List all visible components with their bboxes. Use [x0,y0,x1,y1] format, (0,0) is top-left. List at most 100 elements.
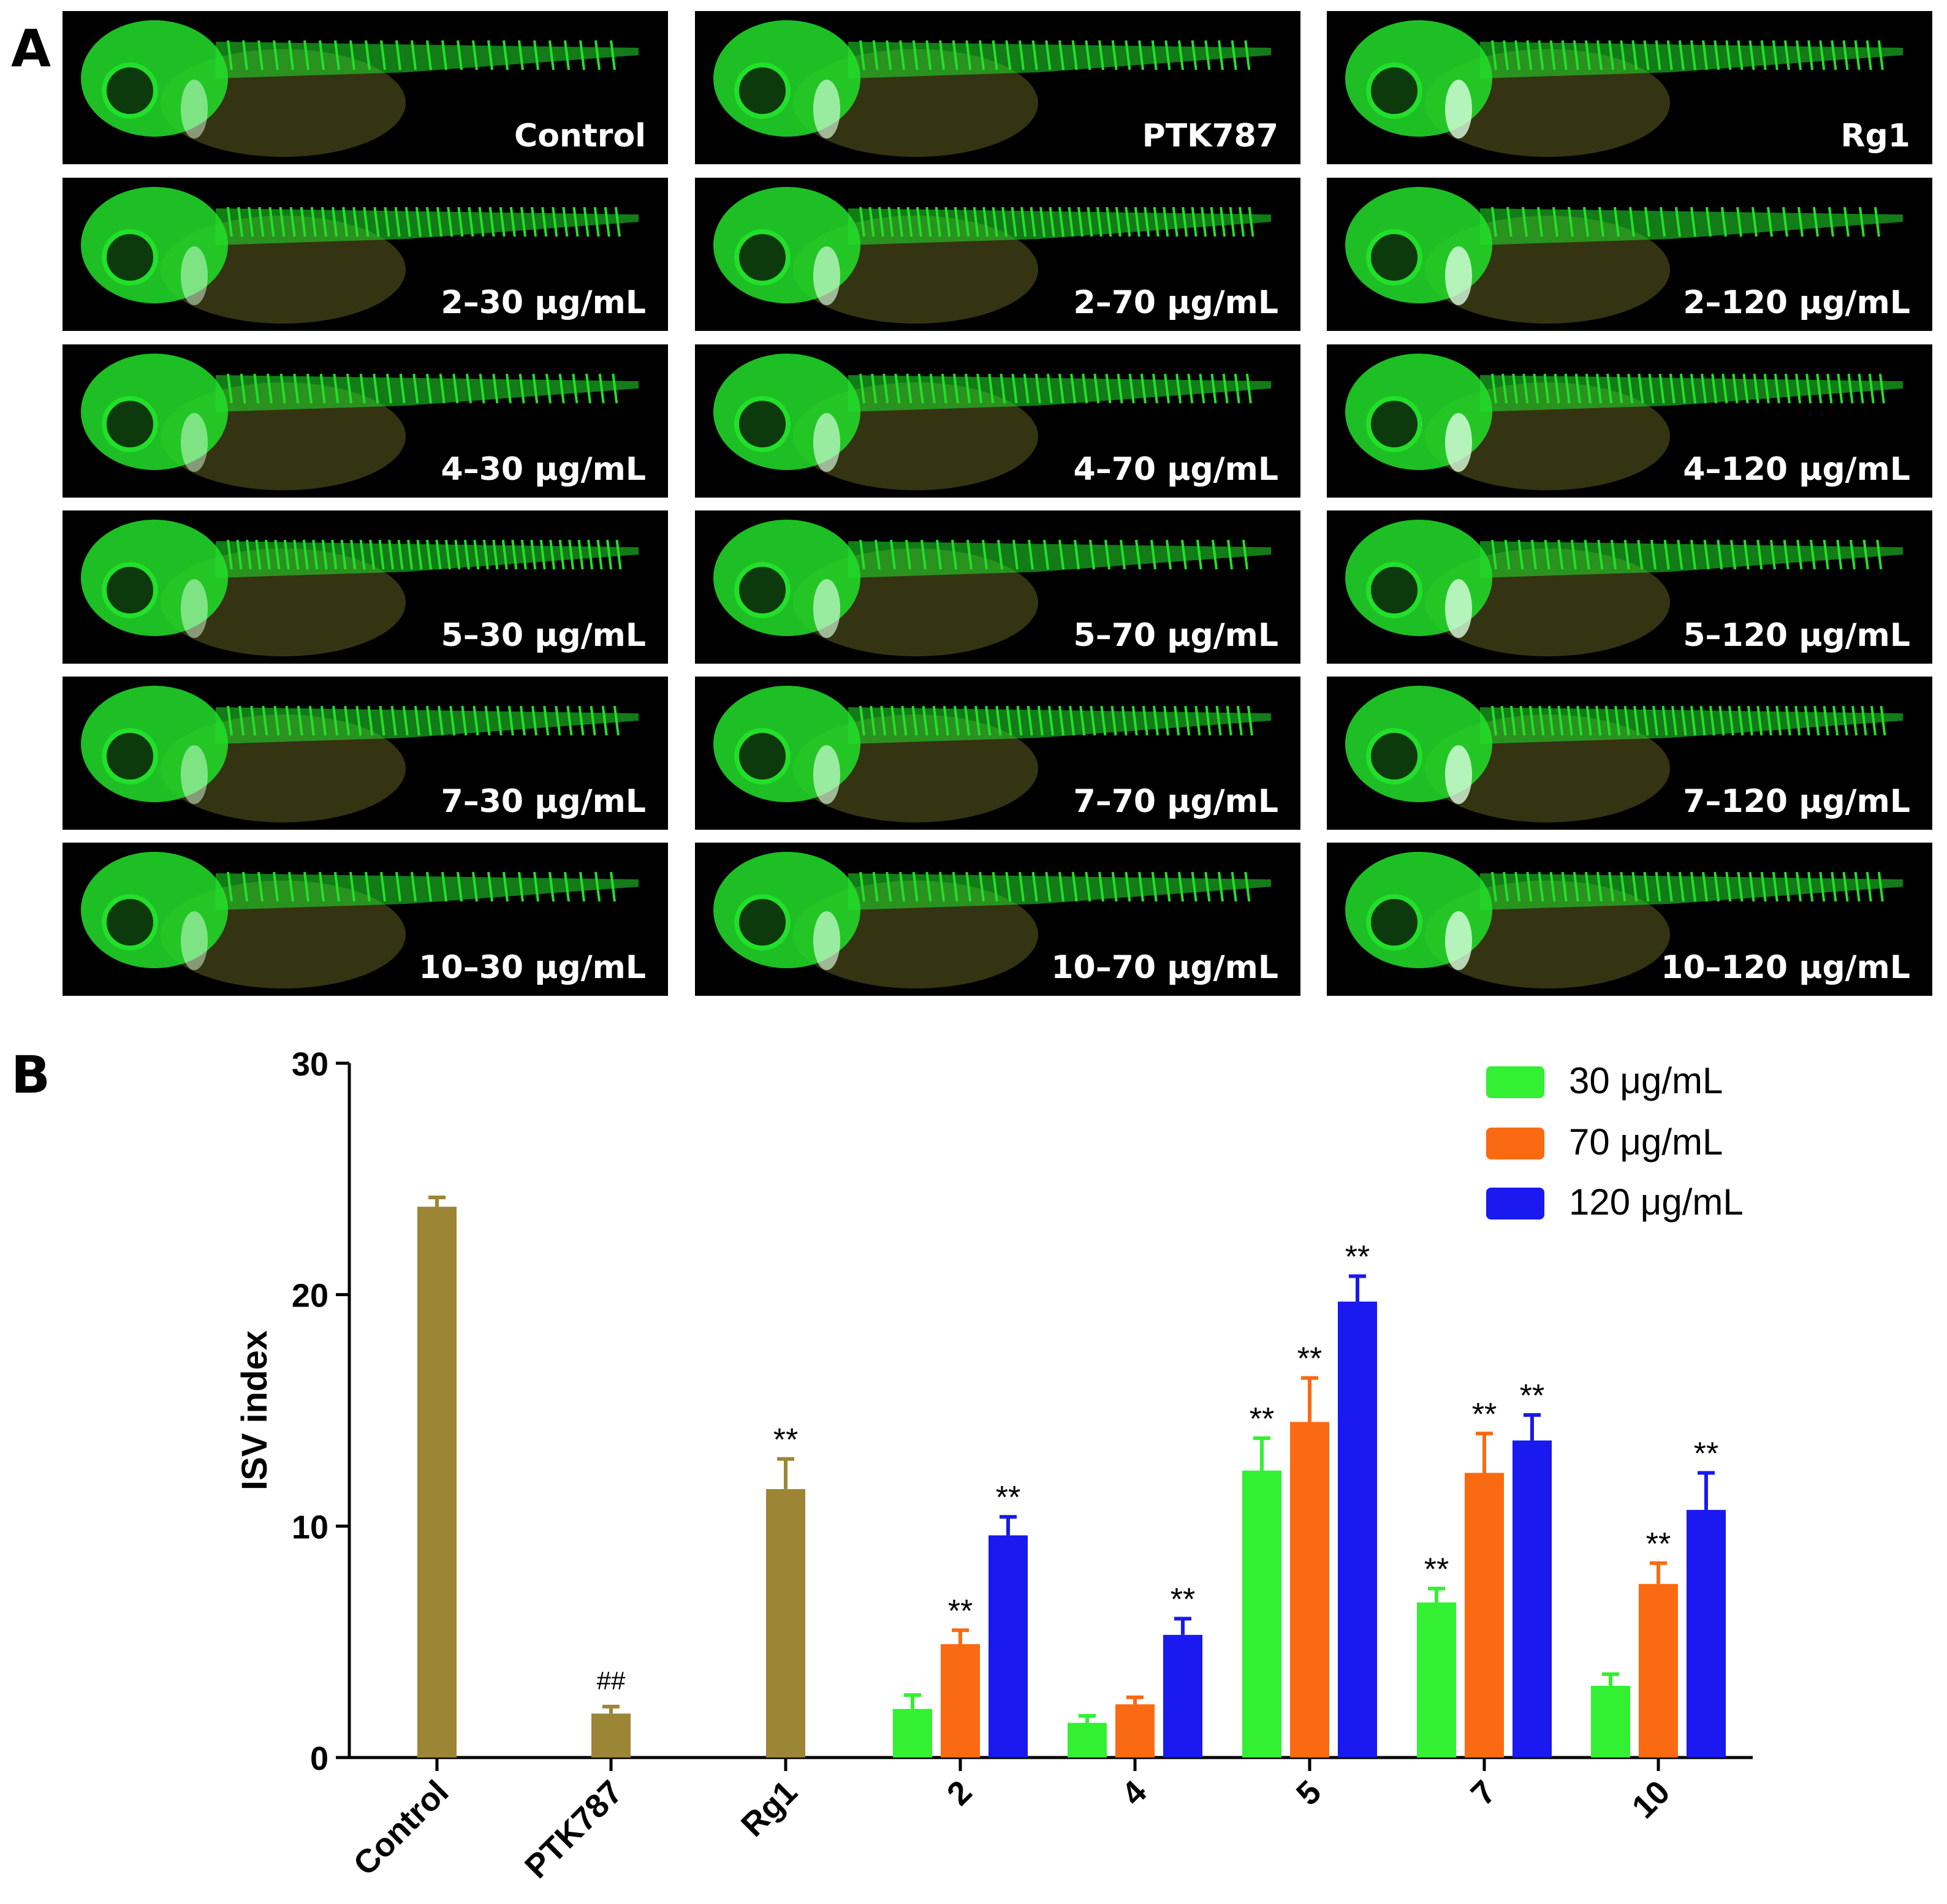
fish-image: 2–120 μg/mL [1327,178,1932,331]
legend-label: 120 μg/mL [1569,1181,1744,1223]
fish-image: 2–70 μg/mL [695,178,1300,331]
fish-image-label: 4–70 μg/mL [1073,451,1278,488]
significance-mark: ** [996,1480,1020,1515]
fish-image-label: 5–30 μg/mL [441,617,646,654]
fish-image-grid: Control PTK787 Rg1 2–30 μg/mL 2–70 μg/mL 2–12… [63,11,1932,996]
x-tick-label: Rg1 [734,1773,805,1844]
bar [1290,1422,1329,1758]
bar [1115,1704,1155,1758]
fish-image: 2–30 μg/mL [63,178,668,331]
fish-drawing [81,852,639,988]
fish-image: 10–70 μg/mL [695,843,1300,996]
fish-image: 7–120 μg/mL [1327,677,1932,830]
fish-image: PTK787 [695,11,1300,164]
bar [417,1207,457,1758]
fish-drawing [1345,520,1903,656]
significance-mark: ** [773,1422,798,1458]
fish-drawing [713,20,1271,157]
fish-image-label: 7–120 μg/mL [1683,783,1910,820]
x-tick-label: 4 [1115,1773,1154,1813]
x-tick-label: 2 [940,1773,979,1813]
fish-image: 5–70 μg/mL [695,510,1300,664]
y-tick-label: 20 [292,1278,328,1314]
fish-drawing [81,520,639,656]
fish-drawing [713,354,1271,490]
legend-swatch [1486,1188,1544,1219]
fish-image-label: 4–30 μg/mL [441,451,646,488]
fish-image: 4–70 μg/mL [695,344,1300,498]
y-tick-label: 10 [292,1509,328,1546]
significance-mark: ** [1646,1527,1671,1562]
fish-image-label: Rg1 [1840,118,1910,154]
bar [941,1644,980,1758]
legend-swatch [1486,1128,1544,1159]
legend-swatch [1486,1066,1544,1098]
fish-image: Control [63,11,668,164]
significance-mark: ** [1472,1397,1497,1432]
fish-drawing [81,187,639,324]
fish-image-label: 7–30 μg/mL [441,783,646,820]
fish-image-label: 10–70 μg/mL [1051,949,1278,986]
fish-image-label: 5–70 μg/mL [1073,617,1278,654]
y-axis-label: ISV index [235,1330,275,1490]
significance-mark: ** [1694,1436,1718,1471]
fish-image-label: 2–30 μg/mL [441,284,646,321]
y-tick-label: 30 [292,1046,328,1083]
panel-a-letter: A [11,18,51,78]
fish-image-label: 2–120 μg/mL [1683,284,1910,321]
bar [766,1489,805,1758]
bar [1417,1602,1456,1758]
fish-drawing [1345,354,1903,490]
significance-mark: ** [1424,1552,1449,1587]
fish-drawing [1345,686,1903,822]
bar [1687,1509,1726,1758]
y-tick-label: 0 [310,1740,328,1777]
fish-image: 5–120 μg/mL [1327,510,1932,664]
fish-image-label: 5–120 μg/mL [1683,617,1910,654]
fish-image-label: 10–120 μg/mL [1661,949,1910,986]
bar [1163,1634,1202,1758]
bar [989,1535,1028,1758]
fish-image: 10–30 μg/mL [63,843,668,996]
fish-drawing [1345,20,1903,157]
fish-image-label: 10–30 μg/mL [419,949,646,986]
significance-mark: ** [1520,1378,1544,1414]
significance-mark: ** [1250,1401,1274,1437]
fish-image-label: PTK787 [1142,118,1278,154]
x-tick-label: PTK787 [518,1773,630,1886]
fish-image-label: 7–70 μg/mL [1073,783,1278,820]
bar [893,1709,932,1758]
fish-image-label: 4–120 μg/mL [1683,451,1910,488]
significance-mark: ** [948,1593,973,1629]
x-tick-label: 10 [1625,1773,1677,1826]
fish-drawing [81,686,639,822]
fish-image-label: Control [514,118,646,154]
fish-drawing [713,852,1271,988]
fish-image: 7–70 μg/mL [695,677,1300,830]
x-tick-label: Control [346,1773,455,1883]
bar [1639,1584,1678,1758]
bar [1465,1473,1504,1758]
significance-mark: ** [1345,1239,1370,1275]
bar [1591,1685,1630,1758]
fish-drawing [713,686,1271,822]
fish-drawing [1345,852,1903,988]
fish-drawing [81,20,639,157]
fish-drawing [1345,187,1903,324]
fish-image: 7–30 μg/mL [63,677,668,830]
significance-mark: ** [1171,1582,1195,1617]
fish-drawing [713,187,1271,324]
bar [1068,1723,1107,1758]
legend-label: 30 μg/mL [1569,1060,1723,1101]
fish-image: Rg1 [1327,11,1932,164]
x-tick-label: 7 [1464,1773,1503,1813]
bar [1242,1470,1281,1758]
fish-image-label: 2–70 μg/mL [1073,284,1278,321]
bar [591,1713,631,1758]
x-tick-label: 5 [1289,1773,1329,1813]
fish-image: 5–30 μg/mL [63,510,668,664]
fish-drawing [713,520,1271,656]
fish-drawing [81,354,639,490]
bar [1338,1301,1377,1758]
isv-bar-chart: 0 10 20 30 ISV index Control PTK787 Rg1 2 4 5 7 10 ##… [184,1005,1947,1904]
